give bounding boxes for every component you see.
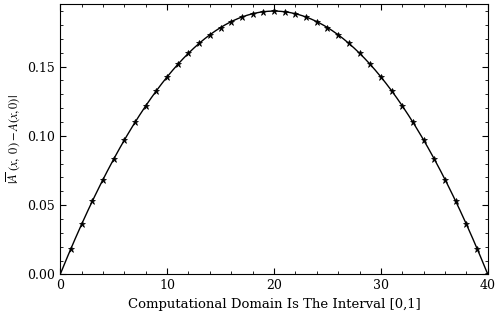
X-axis label: Computational Domain Is The Interval [0,1]: Computational Domain Is The Interval [0,… [128,298,420,311]
Y-axis label: $|\overline{A}\ (x,\ 0)-A(x,0)|$: $|\overline{A}\ (x,\ 0)-A(x,0)|$ [4,94,22,184]
